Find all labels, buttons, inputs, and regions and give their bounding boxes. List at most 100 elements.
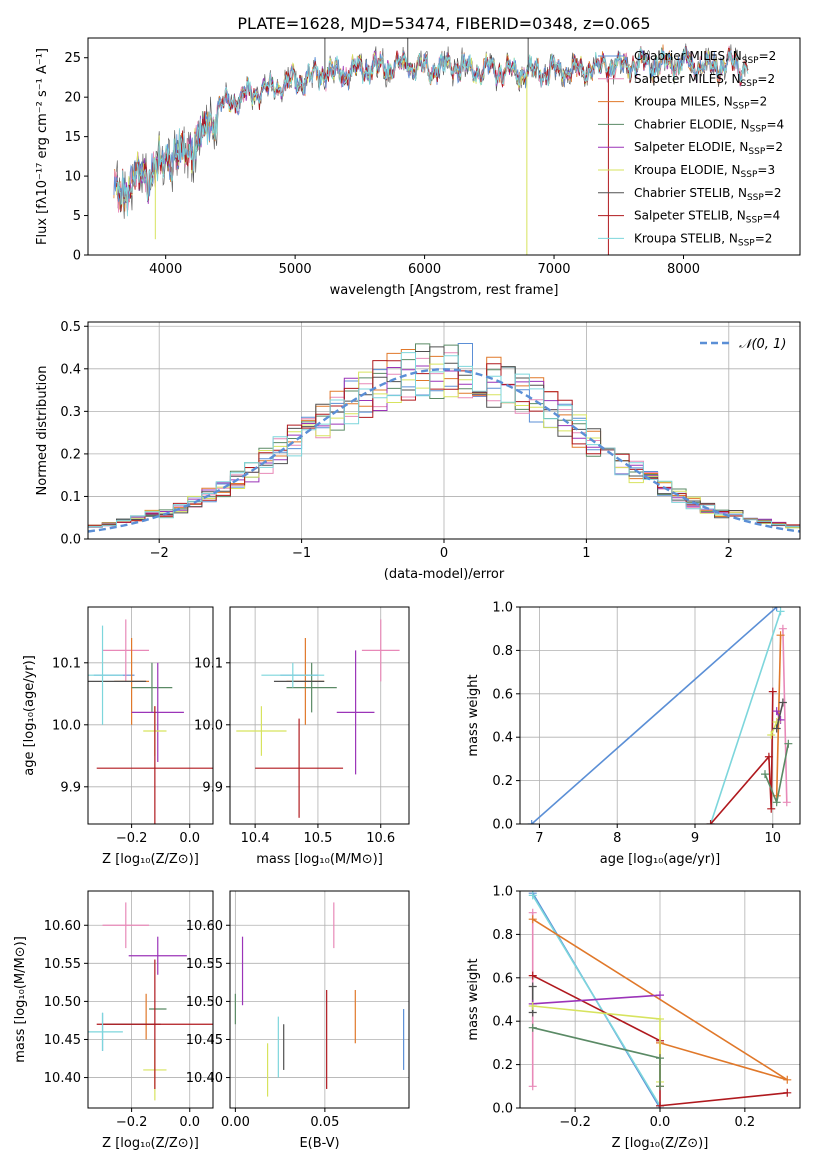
y-tick-label: 10.60 — [44, 919, 81, 934]
legend-entry: Chabrier MILES, NSSP=2 — [634, 49, 776, 66]
x-tick-label: −0.2 — [116, 1115, 148, 1130]
age-vs-z-marks — [88, 619, 213, 824]
x-tick-label: −1 — [292, 546, 311, 561]
weight-marker — [656, 1054, 664, 1063]
y-tick-label: 0.3 — [60, 405, 81, 420]
legend-entry: Kroupa ELODIE, NSSP=3 — [634, 163, 775, 180]
histogram-kroupa-stelib — [88, 352, 800, 528]
x-tick-label: 8000 — [667, 262, 700, 277]
y-tick-label: 10 — [64, 170, 81, 185]
weight-marker — [528, 1023, 537, 1032]
y-tick-label: 10.40 — [44, 1071, 81, 1086]
legend-entry: Kroupa MILES, NSSP=2 — [634, 95, 767, 112]
x-axis-label: E(B-V) — [299, 1136, 339, 1151]
x-tick-label: 5000 — [279, 262, 312, 277]
mass-vs-ebv-marks — [234, 902, 405, 1097]
spectrum-panel: 4000 5000 6000 7000 8000 0 5 10 15 20 25 wavelength… — [35, 14, 801, 298]
weight-marker — [656, 1015, 664, 1024]
weight-marker — [764, 752, 773, 761]
y-tick-label: 20 — [64, 91, 81, 106]
y-tick-label: 9.9 — [60, 780, 81, 795]
weight-marker — [656, 1082, 664, 1091]
y-tick-label: 0.4 — [60, 362, 81, 377]
y-tick-label: 25 — [64, 51, 81, 66]
weight-marker — [706, 820, 715, 824]
x-tick-label: 4000 — [149, 262, 182, 277]
errorbar-point — [131, 662, 184, 762]
weight-series-salpeter-stelib — [706, 687, 777, 824]
y-tick-label: 0.5 — [60, 320, 81, 335]
legend-entry: Salpeter STELIB, NSSP=4 — [634, 209, 780, 226]
weight-marker — [528, 982, 537, 991]
weight-line — [532, 994, 661, 1005]
x-axis-label: mass [log₁₀(M/M⊙)] — [256, 852, 383, 867]
weight-marker — [761, 770, 769, 779]
axes-frame — [519, 606, 801, 825]
y-tick-label: 1.0 — [492, 601, 513, 616]
weight-marker — [776, 631, 785, 640]
y-tick-label: 0.0 — [492, 818, 513, 833]
y-tick-label: 0.2 — [492, 1058, 513, 1073]
spectrum-legend: Chabrier MILES, NSSP=2 Salpeter MILES, NS… — [598, 49, 784, 248]
errorbar-point — [361, 619, 400, 682]
weight-vs-age-marks — [527, 607, 793, 824]
weight-series-kroupa-elodie — [528, 1002, 664, 1086]
weight-series-chabrier-elodie — [528, 1023, 664, 1091]
x-tick-label: −0.2 — [559, 1115, 591, 1130]
age-vs-mass-panel: 10.4 10.5 10.6 9.9 10.0 10.1 mass [log₁₀(M/M⊙)… — [194, 606, 410, 867]
errorbar-point — [261, 662, 325, 688]
y-tick-label: 0.6 — [492, 971, 513, 986]
weight-series-salpeter-elodie — [528, 991, 664, 1008]
y-tick-label: 0.0 — [60, 533, 81, 548]
errorbar-point — [286, 662, 337, 713]
x-axis-label: age [log₁₀(age/yr)] — [600, 852, 721, 867]
y-axis-label: Flux [fλ10⁻¹⁷ erg cm⁻² s⁻¹ A⁻¹] — [35, 48, 50, 245]
x-tick-label: 2 — [725, 546, 733, 561]
weight-line — [531, 607, 778, 824]
weight-marker — [772, 798, 781, 807]
errorbar-point — [128, 936, 187, 975]
weight-series-chabrier-miles — [527, 607, 781, 824]
y-tick-label: 10.40 — [186, 1071, 223, 1086]
errorbar-point — [102, 619, 150, 682]
y-tick-label: 15 — [64, 130, 81, 145]
y-tick-label: 10.0 — [194, 718, 223, 733]
y-tick-label: 5 — [73, 209, 81, 224]
y-axis-label: age [log₁₀(age/yr)] — [22, 655, 37, 776]
residuals-panel: −2 −1 0 1 2 0.0 0.1 0.2 0.3 0.4 0.5 (data-model)/er… — [35, 320, 801, 582]
x-tick-label: 10.6 — [366, 831, 395, 846]
mass-vs-z-marks — [88, 902, 213, 1101]
weight-series-chabrier-elodie — [761, 739, 793, 807]
x-tick-label: 0.2 — [735, 1115, 756, 1130]
axes-frame — [229, 606, 410, 825]
weight-marker — [772, 707, 781, 716]
age-vs-mass-marks — [236, 619, 400, 818]
weight-marker — [528, 971, 537, 980]
x-tick-label: 7 — [535, 831, 543, 846]
y-tick-label: 10.55 — [186, 957, 223, 972]
errorbar-point — [88, 1012, 123, 1051]
legend-entry: Kroupa STELIB, NSSP=2 — [634, 231, 772, 248]
y-tick-label: 9.9 — [202, 780, 223, 795]
x-axis-label: Z [log₁₀(Z/Z⊙)] — [612, 1136, 709, 1151]
x-tick-label: 6000 — [408, 262, 441, 277]
errorbar-point — [336, 650, 375, 775]
y-tick-label: 10.1 — [194, 656, 223, 671]
x-tick-label: 8 — [613, 831, 621, 846]
x-tick-label: 1 — [582, 546, 590, 561]
weight-line — [775, 710, 782, 721]
y-tick-label: 0.4 — [492, 1015, 513, 1030]
weight-series-salpeter-miles — [778, 624, 791, 807]
weight-series-chabrier-stelib — [528, 982, 537, 1017]
weight-line — [532, 894, 661, 1107]
weight-series-chabrier-stelib — [772, 698, 787, 733]
x-axis-label: (data-model)/error — [384, 567, 505, 582]
y-tick-label: 10.55 — [44, 957, 81, 972]
y-tick-label: 0 — [73, 249, 81, 264]
weight-vs-z-marks — [528, 891, 792, 1108]
weight-line — [709, 691, 774, 824]
y-tick-label: 0.2 — [492, 774, 513, 789]
chart-title: PLATE=1628, MJD=53474, FIBERID=0348, z=0… — [237, 14, 650, 33]
weight-marker — [768, 687, 777, 696]
y-tick-label: 10.45 — [186, 1033, 223, 1048]
